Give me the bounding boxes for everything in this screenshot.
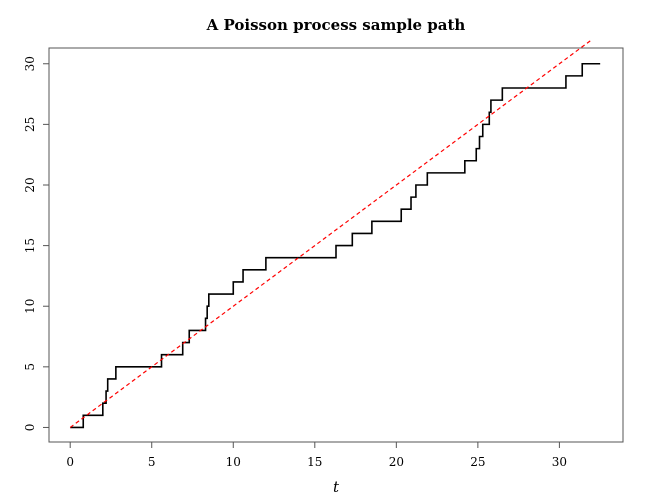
x-tick-label: 25 <box>470 455 485 469</box>
y-tick-label: 20 <box>23 177 37 192</box>
x-tick-label: 30 <box>552 455 567 469</box>
y-tick-label: 25 <box>23 117 37 132</box>
x-tick-label: 10 <box>226 455 241 469</box>
y-tick-label: 5 <box>23 363 37 371</box>
x-tick-label: 5 <box>148 455 156 469</box>
plot-frame <box>48 47 624 443</box>
y-tick-label: 0 <box>23 424 37 432</box>
y-tick-label: 10 <box>23 299 37 314</box>
y-tick-label: 15 <box>23 238 37 253</box>
x-tick-label: 0 <box>66 455 74 469</box>
reference-line-series <box>69 39 593 428</box>
x-tick-label: 15 <box>307 455 322 469</box>
x-axis-label: t <box>333 478 340 496</box>
plot-area <box>69 39 601 429</box>
step-path-series <box>70 62 601 429</box>
y-tick-label: 30 <box>23 56 37 71</box>
x-axis: 0 5 10 15 20 25 30 <box>66 442 567 469</box>
y-axis: 0 5 10 15 20 25 30 <box>23 56 49 431</box>
chart-title: A Poisson process sample path <box>206 16 466 34</box>
x-tick-label: 20 <box>389 455 404 469</box>
